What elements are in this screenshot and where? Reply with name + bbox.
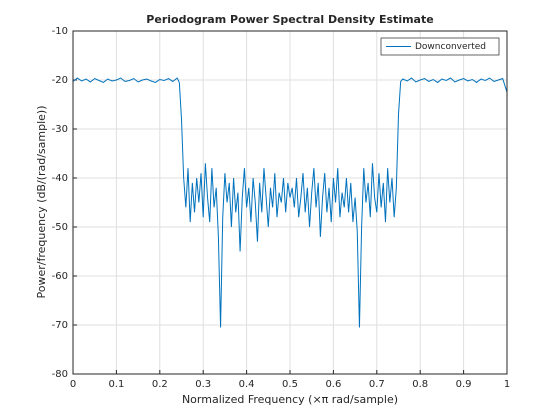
x-tick-label: 0.7 (369, 379, 385, 390)
legend-label: Downconverted (415, 42, 486, 52)
y-tick-label: -80 (52, 369, 68, 380)
plot-frame (72, 30, 508, 375)
x-axis-label: Normalized Frequency (×π rad/sample) (182, 393, 398, 406)
x-tick-label: 0.3 (195, 379, 211, 390)
y-tick-label: -20 (52, 75, 68, 86)
y-tick-label: -40 (52, 173, 68, 184)
y-tick-label: -70 (52, 320, 68, 331)
y-tick-label: -30 (52, 124, 68, 135)
x-tick-label: 0 (70, 379, 76, 390)
x-tick-label: 0.4 (239, 379, 255, 390)
y-tick-label: -60 (52, 271, 68, 282)
y-tick-label: -50 (52, 222, 68, 233)
y-axis-label: Power/frequency (dB/(rad/sample)) (35, 106, 48, 299)
data-line (72, 77, 508, 328)
x-tick-label: 0.8 (412, 379, 428, 390)
x-tick-label: 0.9 (456, 379, 472, 390)
x-tick-label: 0.1 (108, 379, 124, 390)
x-tick-label: 0.5 (282, 379, 298, 390)
x-tick-label: 0.6 (325, 379, 341, 390)
chart-title: Periodogram Power Spectral Density Estim… (146, 13, 433, 26)
y-tick-label: -10 (52, 26, 68, 37)
legend-box (380, 37, 500, 56)
x-tick-label: 0.2 (152, 379, 168, 390)
x-tick-label: 1 (504, 379, 510, 390)
